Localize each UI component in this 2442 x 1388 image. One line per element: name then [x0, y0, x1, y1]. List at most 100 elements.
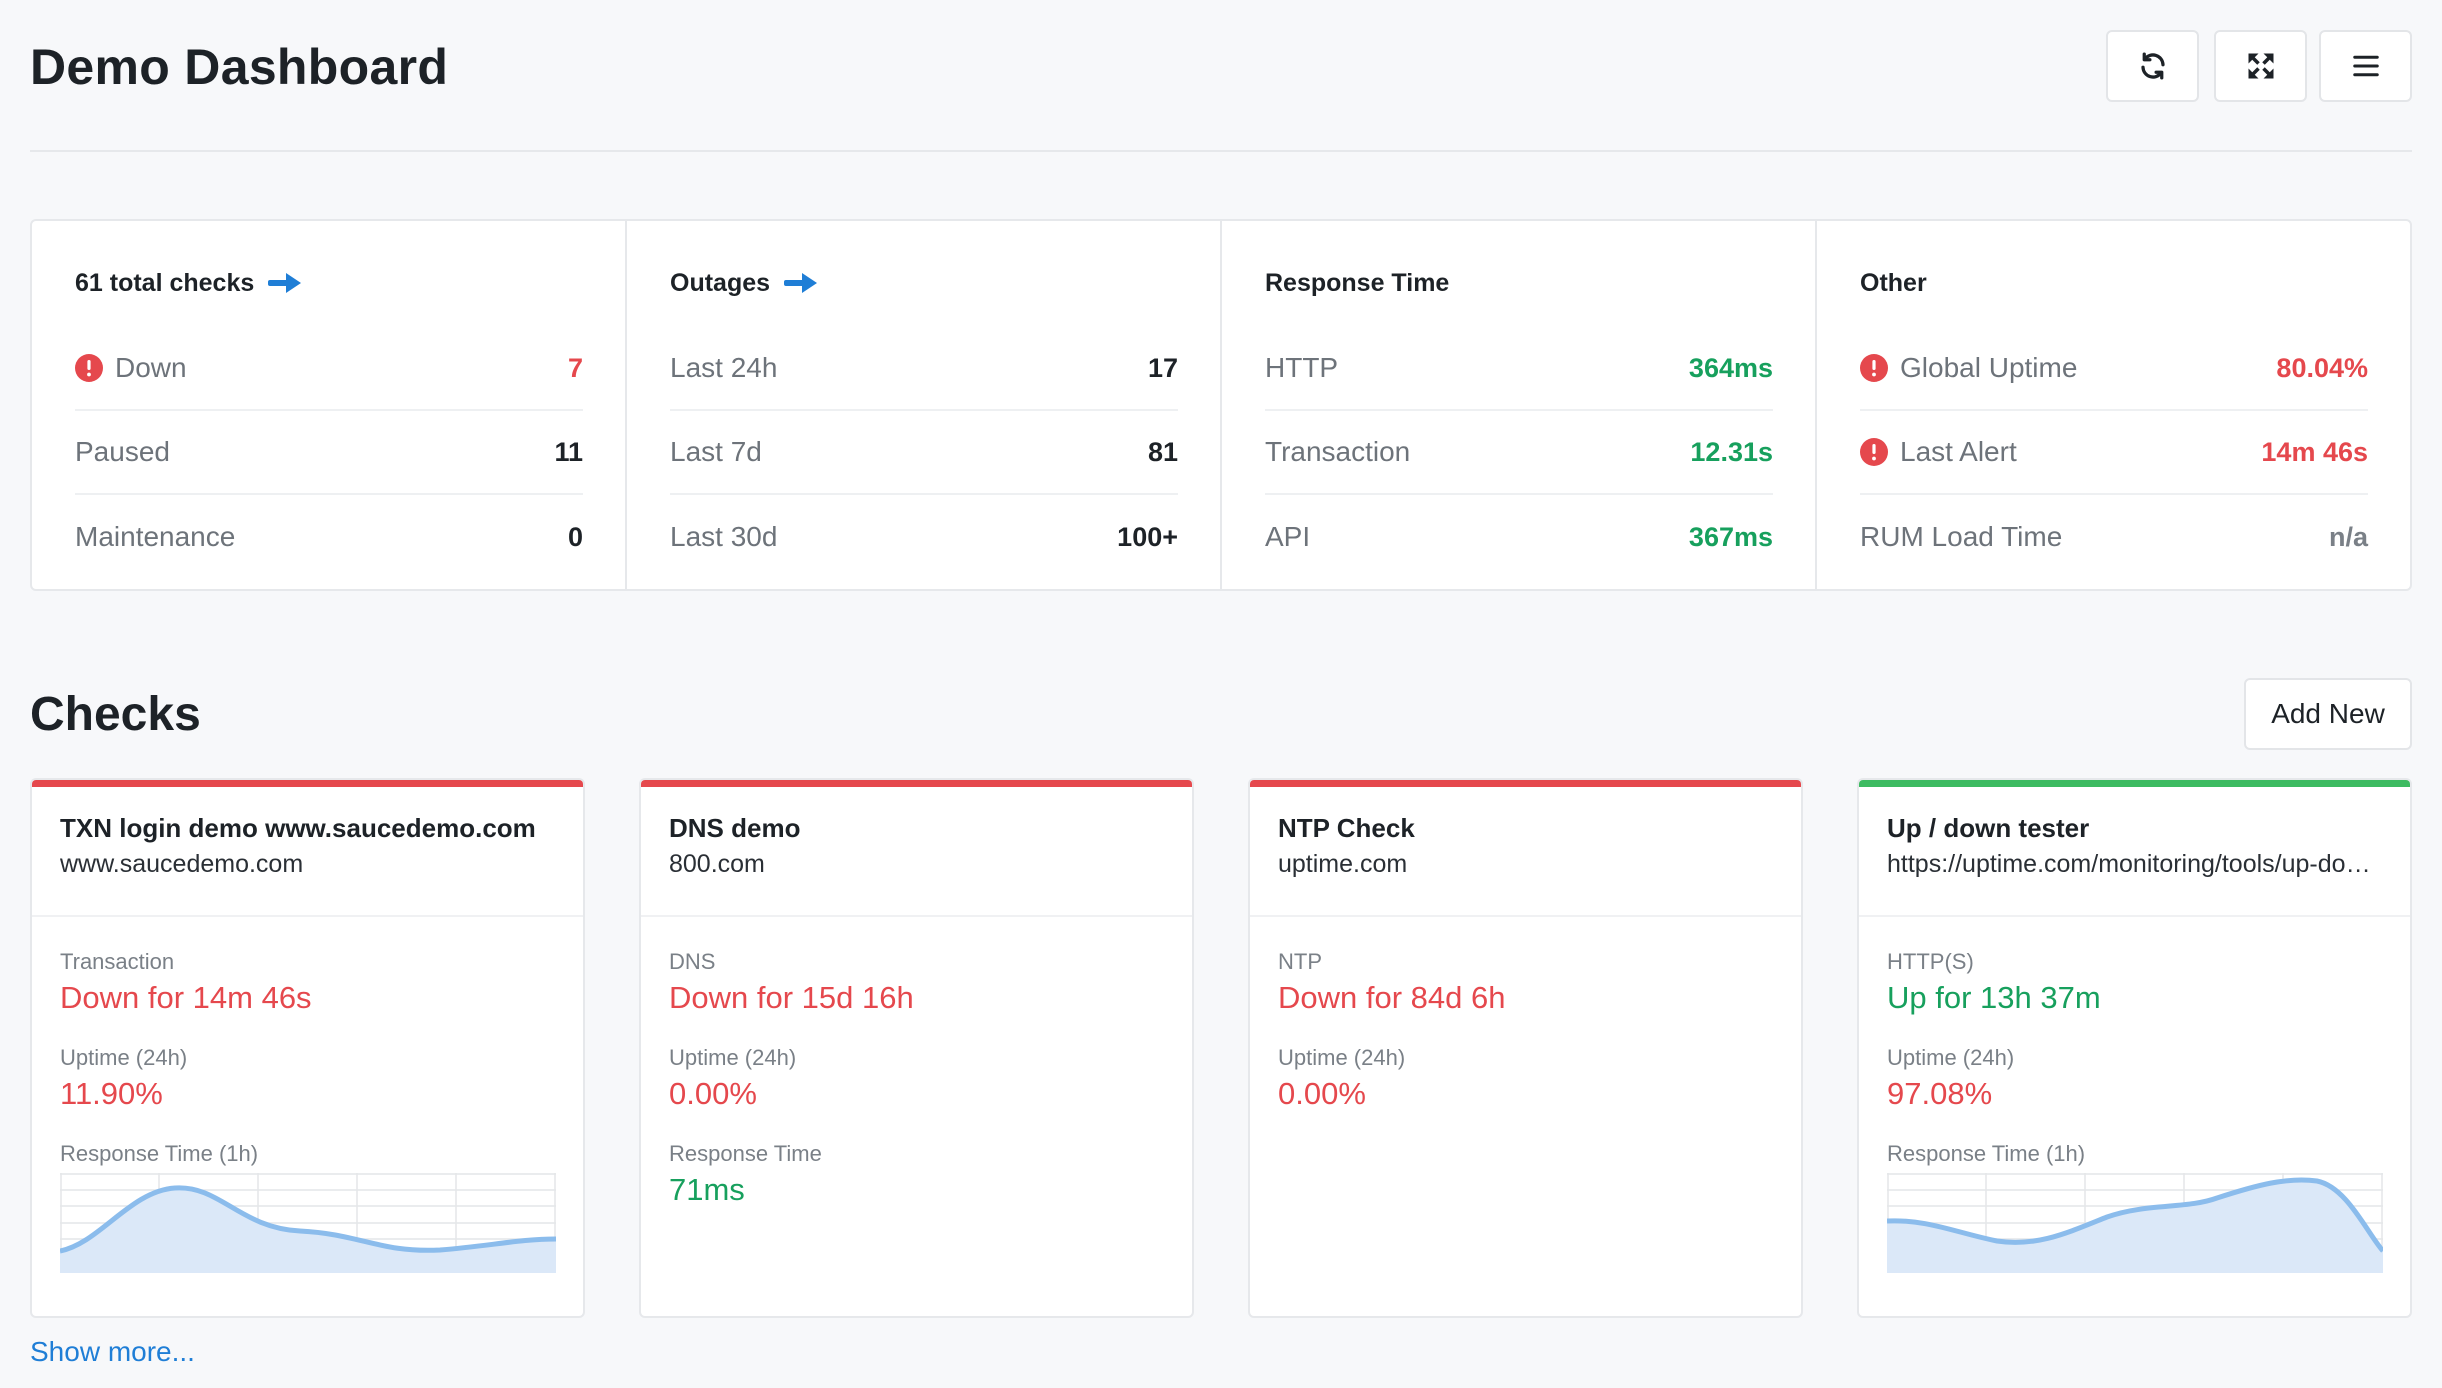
- stat-label-global-uptime: Global Uptime: [1900, 352, 2078, 383]
- uptime-value: 0.00%: [1278, 1076, 1366, 1111]
- stats-total-checks-header[interactable]: 61 total checks: [75, 263, 583, 303]
- stat-label-maintenance: Maintenance: [75, 521, 236, 552]
- checks-section-title: Checks: [30, 688, 201, 741]
- uptime-label: Uptime (24h): [1887, 1045, 2015, 1070]
- stat-row-transaction: Transaction 12.31s: [1265, 411, 1773, 495]
- check-type: Transaction: [60, 949, 175, 974]
- response-time-label: Response Time: [669, 1141, 822, 1166]
- stat-label-paused: Paused: [75, 436, 170, 467]
- refresh-icon: [2140, 52, 2165, 80]
- page-title: Demo Dashboard: [30, 39, 449, 95]
- stat-value-transaction: 12.31s: [1690, 436, 1773, 467]
- stat-label-down: Down: [115, 352, 187, 383]
- check-type: DNS: [669, 949, 716, 974]
- response-time-value: 71ms: [669, 1172, 745, 1207]
- check-status: Down for 84d 6h: [1278, 980, 1506, 1015]
- stats-other-title: Other: [1860, 268, 1927, 297]
- stat-label-transaction: Transaction: [1265, 436, 1411, 467]
- check-url: uptime.com: [1278, 850, 1408, 878]
- alert-icon: [1860, 438, 1888, 466]
- alert-icon: [75, 354, 103, 382]
- stats-outages: Outages Last 24h 17 Last 7d 81 Last 30d …: [627, 221, 1222, 589]
- status-bar-down: [32, 780, 583, 787]
- stat-value-last-30d: 100+: [1117, 521, 1178, 552]
- arrow-right-icon[interactable]: [268, 272, 302, 294]
- fullscreen-icon: [2248, 53, 2273, 79]
- stat-row-last-alert: Last Alert 14m 46s: [1860, 411, 2368, 495]
- stats-other-header: Other: [1860, 263, 2368, 303]
- stat-value-last-7d: 81: [1147, 436, 1178, 467]
- uptime-label: Uptime (24h): [669, 1045, 797, 1070]
- stat-value-maintenance: 0: [567, 521, 583, 552]
- check-name[interactable]: Up / down tester: [1887, 813, 2090, 843]
- check-name[interactable]: DNS demo: [669, 813, 801, 843]
- stats-response-time-title: Response Time: [1265, 268, 1450, 297]
- add-new-button[interactable]: Add New: [2244, 678, 2412, 750]
- response-time-label: Response Time (1h): [60, 1141, 259, 1166]
- stat-value-http: 364ms: [1688, 352, 1773, 383]
- check-name[interactable]: TXN login demo www.saucedemo.com: [60, 813, 536, 843]
- stat-label-last-24h: Last 24h: [670, 352, 778, 383]
- menu-button[interactable]: [2319, 30, 2412, 102]
- status-bar-down: [1250, 780, 1801, 787]
- stat-value-last-alert: 14m 46s: [2261, 436, 2368, 467]
- status-bar-up: [1859, 780, 2410, 787]
- show-more-link[interactable]: Show more...: [30, 1336, 195, 1367]
- fullscreen-button[interactable]: [2214, 30, 2307, 102]
- response-time-sparkline: [1887, 1173, 2383, 1273]
- status-bar-down: [641, 780, 1192, 787]
- stat-label-rum-load-time: RUM Load Time: [1860, 521, 2063, 552]
- check-card[interactable]: DNS demo 800.com DNS Down for 15d 16h Up…: [639, 778, 1194, 1318]
- stat-value-down: 7: [567, 352, 583, 383]
- uptime-value: 0.00%: [669, 1076, 757, 1111]
- stat-value-global-uptime: 80.04%: [2276, 352, 2368, 383]
- check-name[interactable]: NTP Check: [1278, 813, 1415, 843]
- check-card[interactable]: TXN login demo www.saucedemo.com www.sau…: [30, 778, 585, 1318]
- stats-outages-header[interactable]: Outages: [670, 263, 1178, 303]
- stat-row-rum-load-time: RUM Load Time n/a: [1860, 495, 2368, 579]
- stat-row-http: HTTP 364ms: [1265, 327, 1773, 411]
- check-type: NTP: [1278, 949, 1322, 974]
- stat-row-last-24h: Last 24h 17: [670, 327, 1178, 411]
- stat-row-api: API 367ms: [1265, 495, 1773, 579]
- uptime-label: Uptime (24h): [1278, 1045, 1406, 1070]
- alert-icon: [1860, 354, 1888, 382]
- stat-value-paused: 11: [554, 436, 583, 467]
- check-type: HTTP(S): [1887, 949, 1974, 974]
- stat-value-last-24h: 17: [1147, 352, 1178, 383]
- check-status: Up for 13h 37m: [1887, 980, 2101, 1015]
- refresh-button[interactable]: [2106, 30, 2199, 102]
- check-card[interactable]: NTP Check uptime.com NTP Down for 84d 6h…: [1248, 778, 1803, 1318]
- uptime-label: Uptime (24h): [60, 1045, 188, 1070]
- check-url: www.saucedemo.com: [60, 850, 304, 878]
- stat-row-last-7d: Last 7d 81: [670, 411, 1178, 495]
- stats-response-time: Response Time HTTP 364ms Transaction 12.…: [1222, 221, 1817, 589]
- stat-value-api: 367ms: [1688, 521, 1773, 552]
- stats-outages-title: Outages: [670, 268, 771, 297]
- check-status: Down for 15d 16h: [669, 980, 914, 1015]
- stat-label-last-30d: Last 30d: [670, 521, 778, 552]
- stat-label-api: API: [1265, 521, 1311, 552]
- check-status: Down for 14m 46s: [60, 980, 312, 1015]
- check-card[interactable]: Up / down tester https://uptime.com/moni…: [1857, 778, 2412, 1318]
- stats-panel: 61 total checks Down 7 Paused 11 Mainten…: [30, 219, 2412, 591]
- page-header: Demo Dashboard: [30, 0, 2412, 152]
- stats-total-checks-title: 61 total checks: [75, 268, 255, 297]
- menu-icon: [2352, 55, 2379, 77]
- stats-total-checks: 61 total checks Down 7 Paused 11 Mainten…: [32, 221, 627, 589]
- stat-row-last-30d: Last 30d 100+: [670, 495, 1178, 579]
- response-time-sparkline: [60, 1173, 556, 1273]
- stat-label-http: HTTP: [1265, 352, 1339, 383]
- arrow-right-icon[interactable]: [784, 272, 818, 294]
- stats-response-time-header: Response Time: [1265, 263, 1773, 303]
- stat-row-maintenance: Maintenance 0: [75, 495, 583, 579]
- check-url: 800.com: [669, 850, 765, 878]
- stat-label-last-7d: Last 7d: [670, 436, 762, 467]
- check-url: https://uptime.com/monitoring/tools/up-d…: [1887, 850, 2382, 878]
- uptime-value: 11.90%: [60, 1076, 163, 1111]
- stat-row-paused: Paused 11: [75, 411, 583, 495]
- stat-row-down: Down 7: [75, 327, 583, 411]
- stat-label-last-alert: Last Alert: [1900, 436, 2017, 467]
- stats-other: Other Global Uptime 80.04% Last Alert 14…: [1817, 221, 2410, 589]
- response-time-label: Response Time (1h): [1887, 1141, 2086, 1166]
